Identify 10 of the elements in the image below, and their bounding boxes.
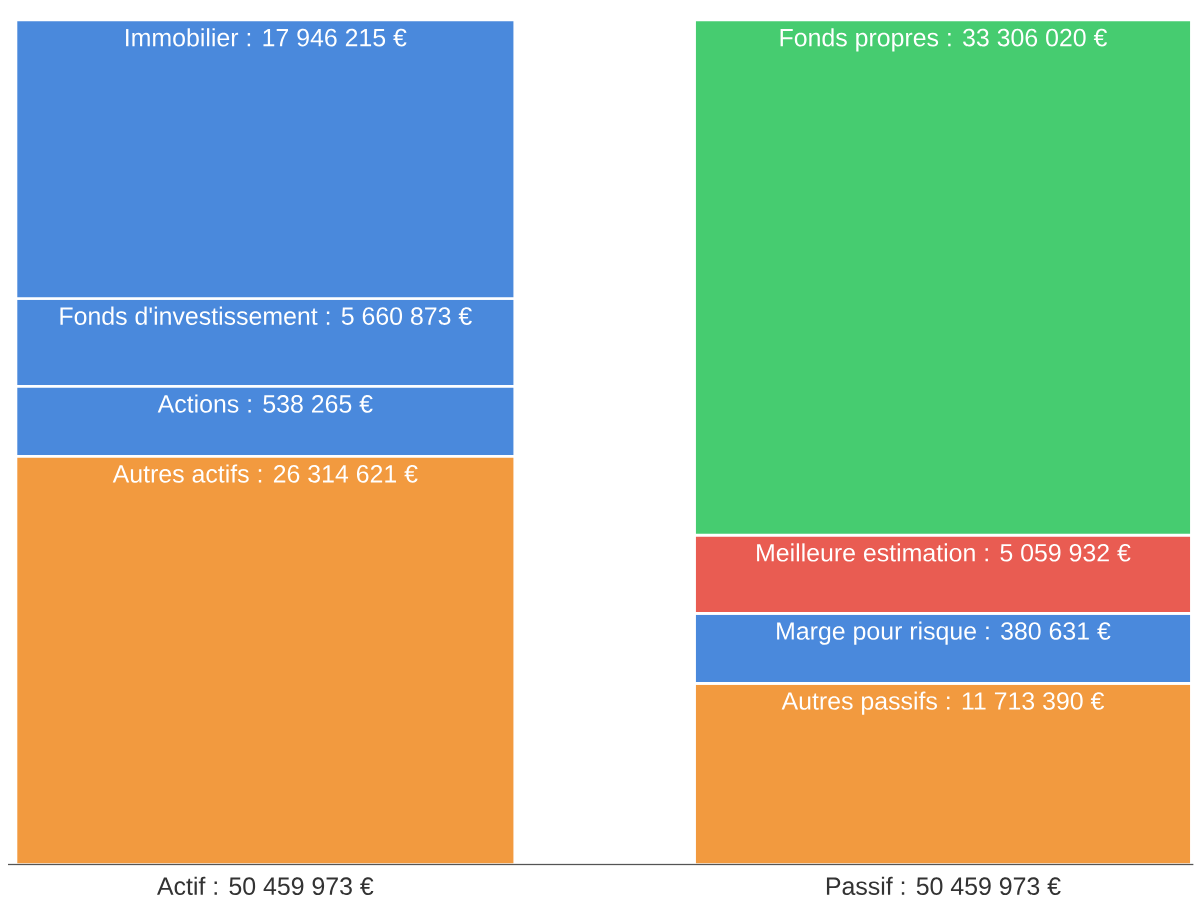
data-label: Autres passifs : 11 713 390 € [781,691,1105,715]
data-label: Marge pour risque : 380 631 € [777,621,1111,646]
category-label: Passif : 50 459 973 € [826,876,1061,896]
data-label: Fonds d'investissement : 5 660 873 € [60,306,472,326]
data-label: Actions : 538 265 € [157,394,373,413]
data-label: Meilleure estimation : 5 059 932 € [757,543,1131,562]
data-label: Fonds propres : 33 306 020 € [780,28,1108,52]
category-label: Actif : 50 459 973 € [157,876,374,896]
data-label: Immobilier : 17 946 215 € [126,28,407,47]
data-label: Autres actifs : 26 314 621 € [112,464,418,483]
